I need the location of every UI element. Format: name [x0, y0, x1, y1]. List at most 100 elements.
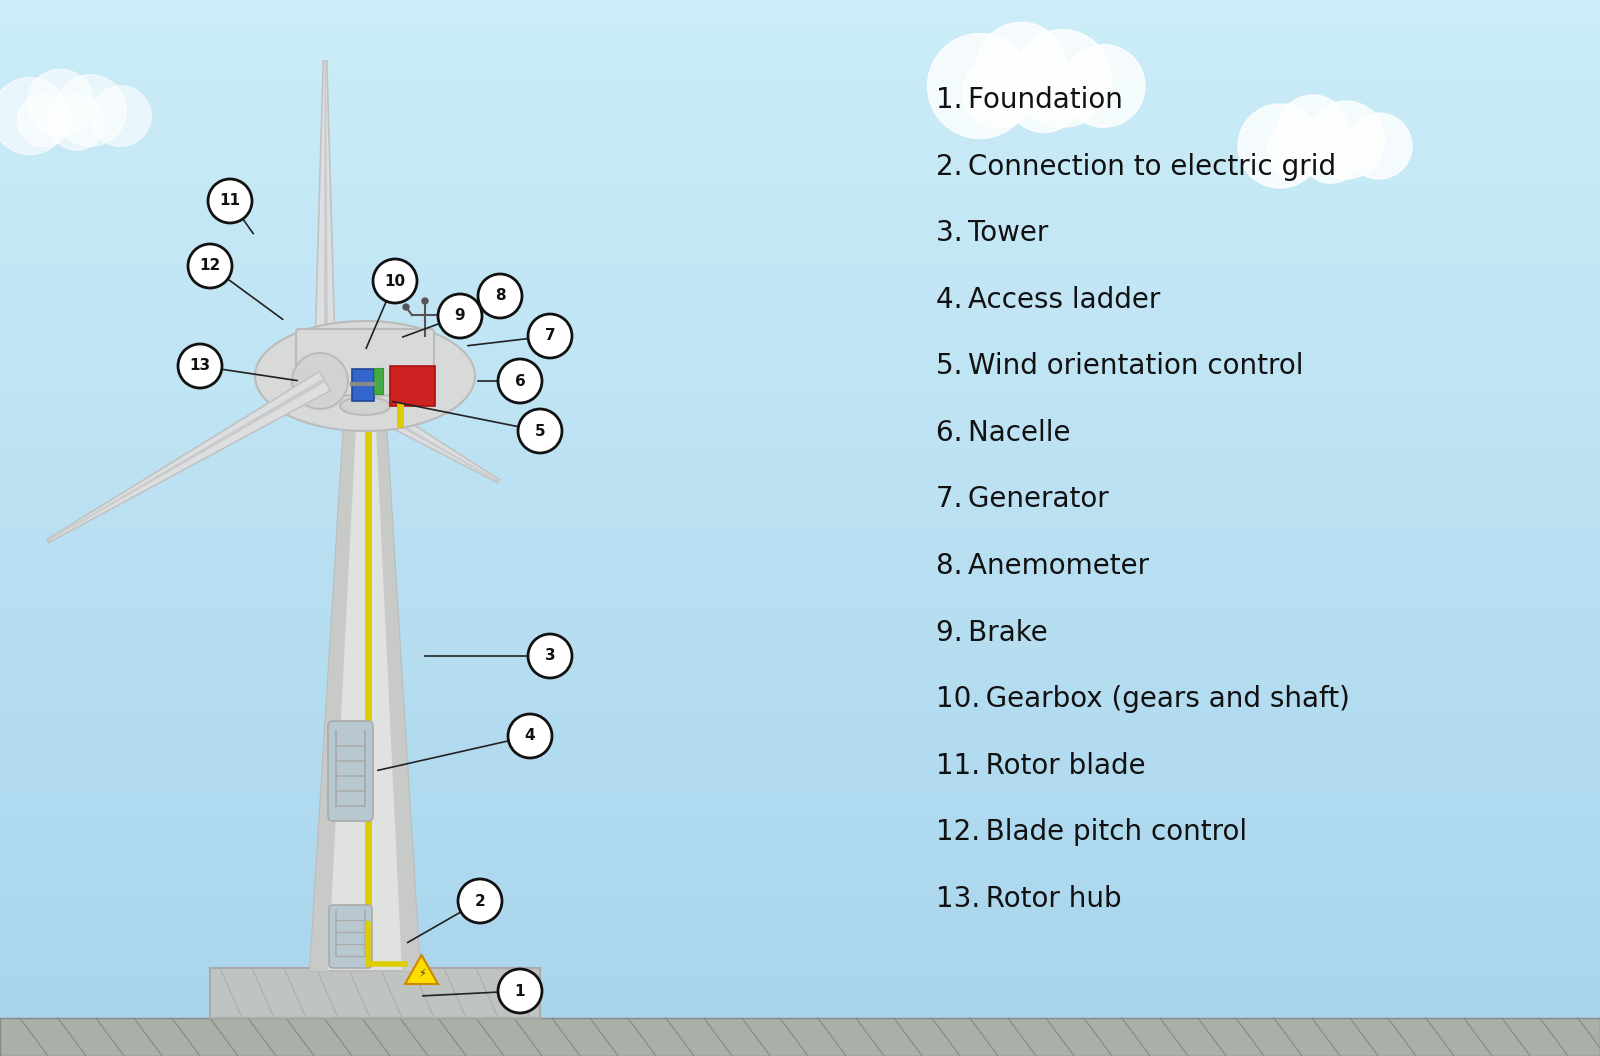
Circle shape — [1266, 122, 1323, 180]
Bar — [0, 607, 1600, 634]
Circle shape — [1014, 30, 1112, 128]
Bar — [0, 53, 1600, 79]
Polygon shape — [320, 372, 499, 483]
Text: 13. Rotor hub: 13. Rotor hub — [936, 885, 1122, 912]
Bar — [0, 924, 1600, 950]
Circle shape — [54, 75, 126, 146]
Text: 13: 13 — [189, 358, 211, 374]
Circle shape — [18, 94, 70, 147]
Polygon shape — [323, 380, 498, 482]
Circle shape — [458, 879, 502, 923]
Bar — [0, 106, 1600, 132]
Circle shape — [27, 70, 93, 135]
Text: 3: 3 — [544, 648, 555, 663]
Bar — [0, 422, 1600, 449]
Text: 4. Access ladder: 4. Access ladder — [936, 286, 1160, 314]
Circle shape — [963, 56, 1035, 128]
Text: 7. Generator: 7. Generator — [936, 486, 1109, 513]
Text: 6. Nacelle: 6. Nacelle — [936, 419, 1070, 447]
Circle shape — [518, 409, 562, 453]
Text: ⚡: ⚡ — [418, 969, 426, 979]
Bar — [0, 158, 1600, 185]
Bar — [0, 818, 1600, 845]
Bar — [0, 766, 1600, 792]
Bar — [0, 502, 1600, 528]
Circle shape — [1006, 57, 1082, 132]
Text: 3. Tower: 3. Tower — [936, 220, 1048, 247]
Circle shape — [1307, 101, 1386, 180]
Text: 9: 9 — [454, 308, 466, 323]
Text: 11. Rotor blade: 11. Rotor blade — [936, 752, 1146, 779]
Polygon shape — [210, 968, 541, 1018]
Bar — [0, 1030, 1600, 1056]
Text: 6: 6 — [515, 374, 525, 389]
Bar — [0, 264, 1600, 290]
Bar — [0, 132, 1600, 158]
Text: 1: 1 — [515, 983, 525, 999]
Circle shape — [1238, 103, 1322, 188]
Bar — [0, 370, 1600, 396]
Circle shape — [422, 298, 429, 304]
Polygon shape — [323, 61, 328, 381]
Text: 10. Gearbox (gears and shaft): 10. Gearbox (gears and shaft) — [936, 685, 1350, 713]
Bar — [374, 367, 382, 394]
FancyBboxPatch shape — [328, 721, 373, 821]
Ellipse shape — [254, 321, 475, 431]
Polygon shape — [48, 378, 325, 542]
Bar — [0, 713, 1600, 739]
Circle shape — [1346, 113, 1413, 180]
Text: 10: 10 — [384, 274, 405, 288]
Text: 7: 7 — [544, 328, 555, 343]
Circle shape — [928, 34, 1032, 138]
Bar — [0, 79, 1600, 106]
Bar — [0, 211, 1600, 238]
Bar — [0, 290, 1600, 317]
Bar — [0, 554, 1600, 581]
Text: 2: 2 — [475, 893, 485, 908]
Bar — [0, 396, 1600, 422]
Circle shape — [291, 353, 349, 409]
Circle shape — [1301, 124, 1362, 183]
Text: 8. Anemometer: 8. Anemometer — [936, 552, 1149, 580]
Bar — [0, 792, 1600, 818]
Circle shape — [208, 180, 253, 223]
Bar — [0, 449, 1600, 475]
Bar — [0, 238, 1600, 264]
Ellipse shape — [339, 397, 390, 415]
Bar — [0, 660, 1600, 686]
Bar — [0, 898, 1600, 924]
Bar — [0, 475, 1600, 502]
Circle shape — [976, 22, 1066, 112]
Bar — [0, 581, 1600, 607]
Text: 12. Blade pitch control: 12. Blade pitch control — [936, 818, 1246, 846]
Polygon shape — [405, 955, 438, 984]
Circle shape — [528, 314, 573, 358]
Circle shape — [403, 304, 410, 310]
Polygon shape — [0, 1018, 1600, 1056]
Text: 1. Foundation: 1. Foundation — [936, 87, 1123, 114]
Circle shape — [189, 244, 232, 288]
Text: 5: 5 — [534, 423, 546, 438]
Bar — [0, 845, 1600, 871]
Bar — [0, 343, 1600, 370]
Text: 8: 8 — [494, 288, 506, 303]
Circle shape — [438, 294, 482, 338]
Circle shape — [478, 274, 522, 318]
Bar — [0, 317, 1600, 343]
Text: 2. Connection to electric grid: 2. Connection to electric grid — [936, 153, 1336, 181]
Bar — [0, 977, 1600, 1003]
Bar — [0, 950, 1600, 977]
Polygon shape — [310, 406, 357, 972]
Bar — [352, 369, 374, 401]
Circle shape — [91, 86, 150, 146]
Circle shape — [373, 259, 418, 303]
Circle shape — [442, 308, 446, 314]
FancyBboxPatch shape — [330, 905, 371, 968]
Bar — [0, 871, 1600, 898]
Polygon shape — [314, 61, 336, 381]
Bar — [0, 0, 1600, 26]
Circle shape — [1277, 95, 1349, 167]
Text: 5. Wind orientation control: 5. Wind orientation control — [936, 353, 1304, 380]
Text: 11: 11 — [219, 193, 240, 208]
Circle shape — [1062, 44, 1146, 128]
